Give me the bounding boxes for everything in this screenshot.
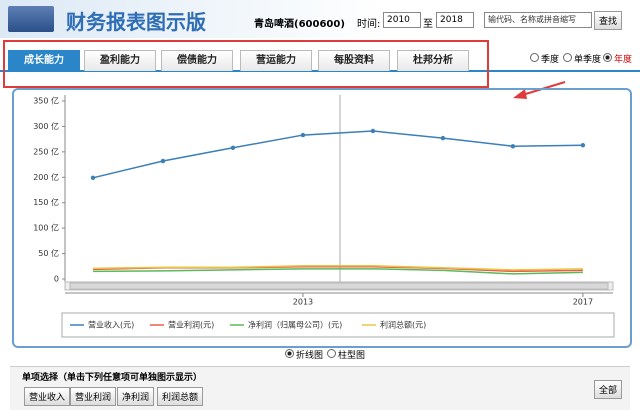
point xyxy=(510,144,516,149)
logo-icon xyxy=(8,6,54,32)
chart-panel xyxy=(12,88,632,348)
stock-name: 青岛啤酒(600600) xyxy=(254,19,345,30)
tab[interactable]: 每股资料 xyxy=(318,50,390,71)
radio[interactable] xyxy=(327,349,336,358)
radio-label: 季度 xyxy=(541,55,560,65)
radio-label: 年度 xyxy=(614,55,633,65)
y-tick-label: 250 亿 xyxy=(33,146,59,156)
all-button[interactable]: 全部 xyxy=(594,380,623,399)
point xyxy=(580,143,586,148)
point xyxy=(300,132,306,138)
tab[interactable]: 杜邦分析 xyxy=(397,50,469,71)
radio[interactable] xyxy=(603,53,612,62)
tab-underline xyxy=(0,70,640,72)
single-button[interactable]: 利润总额 xyxy=(157,387,204,406)
single-button[interactable]: 净利润 xyxy=(117,387,155,406)
tab[interactable]: 营运能力 xyxy=(240,50,312,71)
y-tick-label: 300 亿 xyxy=(33,121,59,131)
tab[interactable]: 成长能力 xyxy=(8,50,80,71)
time-label: 时间: xyxy=(357,19,381,30)
radio-label: 柱型图 xyxy=(338,351,366,361)
search-input[interactable]: 输代码、名称或拼音缩写 xyxy=(484,12,592,28)
from-select[interactable]: 2010 xyxy=(383,12,421,28)
single-button[interactable]: 营业收入 xyxy=(24,387,71,406)
series-line xyxy=(92,265,583,271)
point xyxy=(160,158,166,164)
series-line xyxy=(92,130,583,179)
y-tick-label: 200 亿 xyxy=(33,172,59,182)
radio[interactable] xyxy=(563,53,572,62)
legend-label: 营业收入(元) xyxy=(88,320,134,330)
legend-label: 净利润（归属母公司）(元) xyxy=(248,320,342,330)
point xyxy=(230,145,236,150)
point xyxy=(370,128,376,134)
y-tick-label: 100 亿 xyxy=(33,223,59,233)
x-tick-label: 2013 xyxy=(293,298,313,307)
y-tick-label: 350 亿 xyxy=(33,96,59,106)
to-label: 至 xyxy=(423,19,433,30)
y-tick-label: 150 亿 xyxy=(33,197,59,207)
app-title: 财务报表图示版 xyxy=(66,10,206,34)
y-tick-label: 0 xyxy=(54,275,59,284)
point xyxy=(440,135,446,141)
highlight-box xyxy=(3,40,489,88)
header: 财务报表图示版 青岛啤酒(600600) 时间: 2010 至 2018 输代码… xyxy=(0,0,640,38)
single-button[interactable]: 营业利润 xyxy=(70,387,117,406)
radio-label: 单季度 xyxy=(574,55,602,65)
radio-label: 折线图 xyxy=(296,351,324,361)
legend-label: 营业利润(元) xyxy=(168,320,214,330)
radio[interactable] xyxy=(285,349,294,358)
y-tick-label: 50 亿 xyxy=(38,248,59,258)
to-select[interactable]: 2018 xyxy=(436,12,474,28)
legend-label: 利润总额(元) xyxy=(380,320,426,330)
point xyxy=(90,175,96,180)
radio[interactable] xyxy=(530,53,539,62)
search-button[interactable]: 查找 xyxy=(594,11,623,30)
scroll-thumb xyxy=(69,282,609,290)
series-line xyxy=(92,268,583,275)
tab[interactable]: 盈利能力 xyxy=(84,50,156,71)
x-tick-label: 2017 xyxy=(573,298,593,307)
single-select-title: 单项选择（单击下列任意项可单独图示显示） xyxy=(22,373,203,383)
tab[interactable]: 偿债能力 xyxy=(161,50,233,71)
